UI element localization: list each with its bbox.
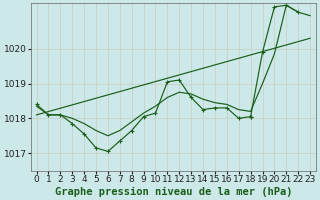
X-axis label: Graphe pression niveau de la mer (hPa): Graphe pression niveau de la mer (hPa) xyxy=(55,186,292,197)
